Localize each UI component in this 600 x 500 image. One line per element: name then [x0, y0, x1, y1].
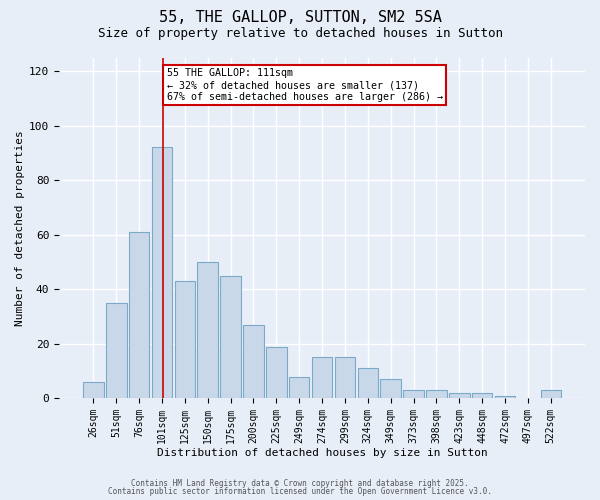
Bar: [266, 346, 287, 399]
Bar: [220, 276, 241, 398]
Bar: [175, 281, 195, 398]
Bar: [129, 232, 149, 398]
Text: Contains public sector information licensed under the Open Government Licence v3: Contains public sector information licen…: [108, 487, 492, 496]
Bar: [243, 324, 264, 398]
Bar: [83, 382, 104, 398]
Bar: [541, 390, 561, 398]
Bar: [403, 390, 424, 398]
Bar: [426, 390, 447, 398]
Bar: [449, 393, 470, 398]
Text: Size of property relative to detached houses in Sutton: Size of property relative to detached ho…: [97, 28, 503, 40]
Text: Contains HM Land Registry data © Crown copyright and database right 2025.: Contains HM Land Registry data © Crown c…: [131, 478, 469, 488]
Text: 55, THE GALLOP, SUTTON, SM2 5SA: 55, THE GALLOP, SUTTON, SM2 5SA: [158, 10, 442, 25]
Y-axis label: Number of detached properties: Number of detached properties: [15, 130, 25, 326]
Bar: [312, 358, 332, 399]
Bar: [106, 303, 127, 398]
X-axis label: Distribution of detached houses by size in Sutton: Distribution of detached houses by size …: [157, 448, 487, 458]
Bar: [472, 393, 493, 398]
Bar: [495, 396, 515, 398]
Bar: [380, 380, 401, 398]
Bar: [152, 148, 172, 398]
Bar: [335, 358, 355, 399]
Bar: [197, 262, 218, 398]
Bar: [358, 368, 378, 398]
Bar: [289, 376, 310, 398]
Text: 55 THE GALLOP: 111sqm
← 32% of detached houses are smaller (137)
67% of semi-det: 55 THE GALLOP: 111sqm ← 32% of detached …: [167, 68, 443, 102]
